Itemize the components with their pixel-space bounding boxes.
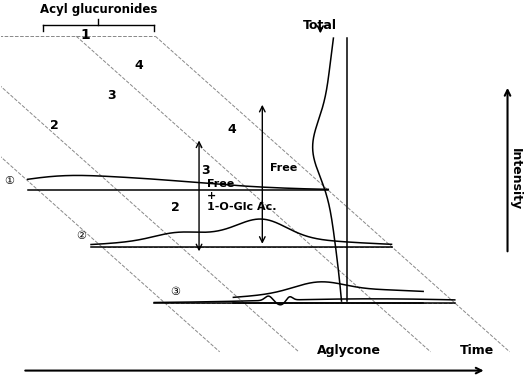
Text: Free
+
1-O-Glc Ac.: Free + 1-O-Glc Ac.: [207, 179, 277, 212]
Text: 2: 2: [171, 200, 180, 214]
Text: 4: 4: [135, 59, 143, 72]
Text: 4: 4: [228, 123, 236, 136]
Text: ①: ①: [5, 176, 14, 187]
Text: Total: Total: [303, 19, 338, 32]
Text: 2: 2: [50, 119, 59, 132]
Text: ③: ③: [170, 287, 180, 297]
Text: Aglycone: Aglycone: [317, 344, 382, 358]
Text: 3: 3: [108, 89, 116, 102]
Text: 3: 3: [201, 164, 209, 177]
Text: ②: ②: [76, 231, 86, 241]
Text: Acyl glucuronides: Acyl glucuronides: [40, 3, 157, 15]
Text: 1: 1: [80, 28, 90, 42]
Text: Intensity: Intensity: [509, 148, 522, 210]
Text: Time: Time: [460, 344, 494, 358]
Text: Free: Free: [270, 163, 297, 173]
